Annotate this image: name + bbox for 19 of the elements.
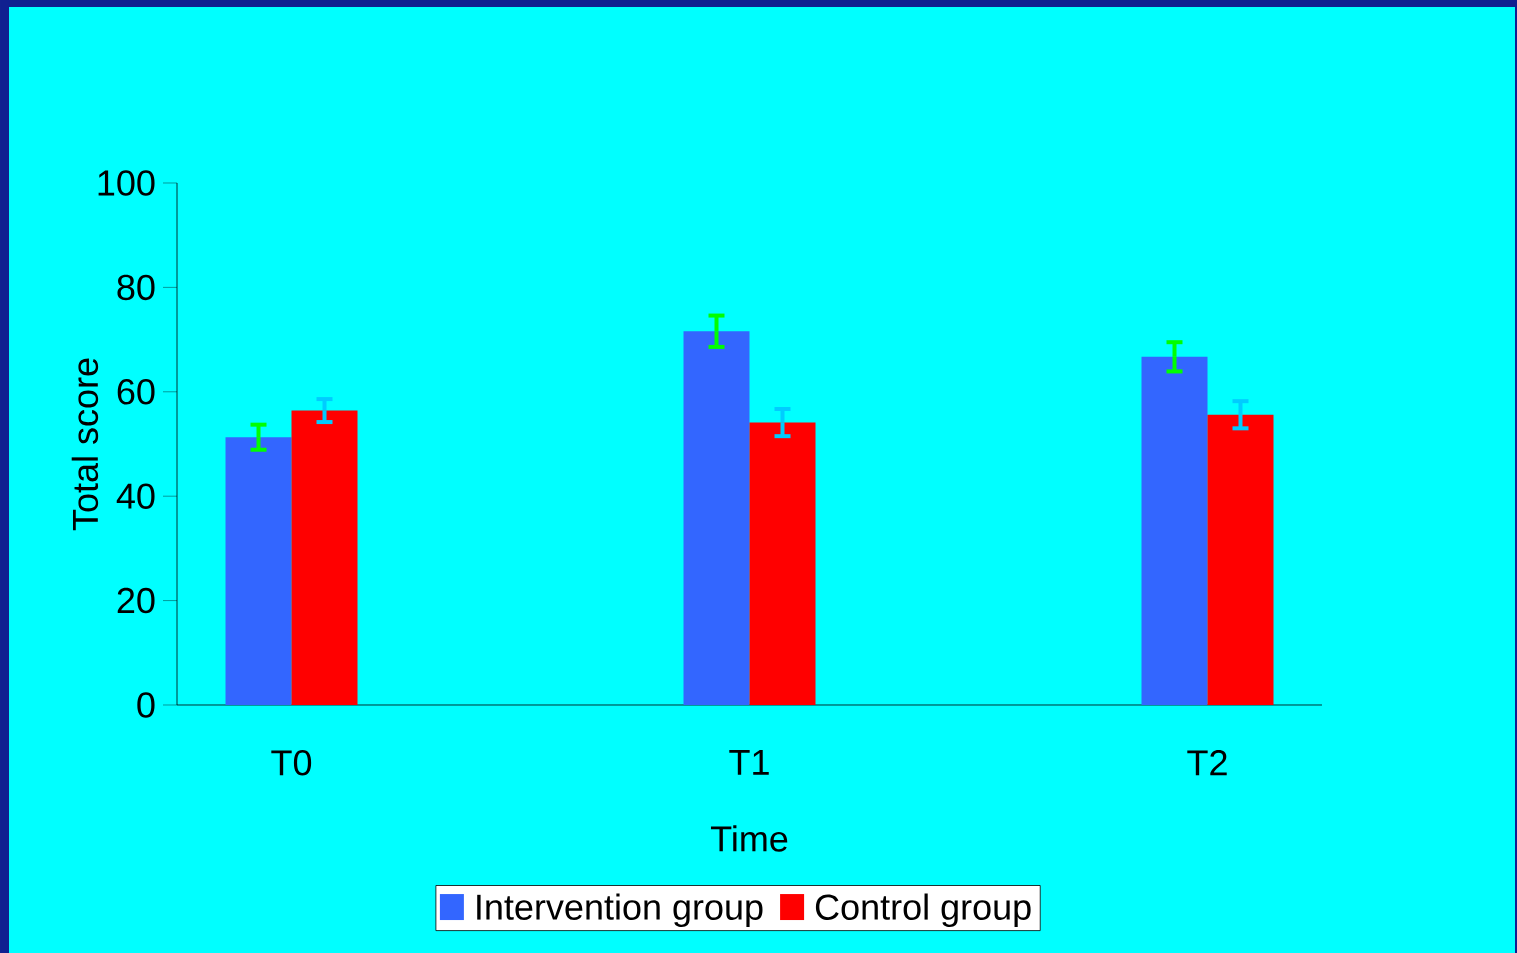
bar — [1207, 414, 1274, 705]
legend-label: Control group — [815, 893, 1031, 928]
y-tick-label: 100 — [98, 170, 155, 196]
y-tick-label: 80 — [117, 274, 155, 301]
x-axis-title: Time — [710, 825, 788, 852]
y-tick-label: 0 — [137, 692, 155, 718]
bar — [1141, 356, 1208, 705]
y-tick-label: 40 — [116, 483, 155, 509]
legend-label: Intervention group — [477, 893, 763, 928]
x-tick-label: T2 — [1187, 750, 1227, 776]
y-tick-label: 60 — [117, 379, 155, 405]
x-tick-label: T1 — [729, 750, 769, 775]
bar — [749, 422, 816, 705]
bar — [291, 410, 358, 705]
y-tick-label: 20 — [117, 587, 155, 614]
bar — [225, 437, 292, 705]
x-tick-label: T0 — [271, 750, 312, 776]
y-axis-title: Total score — [71, 358, 99, 531]
bar — [683, 331, 750, 705]
